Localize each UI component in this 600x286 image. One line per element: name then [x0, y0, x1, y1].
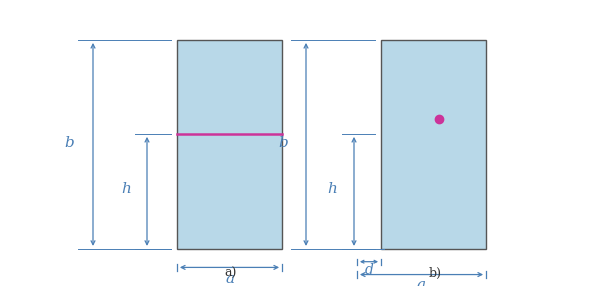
Text: h: h: [328, 182, 337, 196]
Text: b): b): [428, 267, 442, 280]
Text: a: a: [417, 278, 426, 286]
Bar: [177, 40, 282, 249]
Text: a: a: [225, 272, 235, 286]
Text: a): a): [225, 267, 237, 280]
Text: b: b: [64, 136, 74, 150]
Text: d: d: [365, 263, 373, 277]
Bar: [381, 40, 486, 249]
Text: h: h: [121, 182, 131, 196]
Text: b: b: [278, 136, 288, 150]
